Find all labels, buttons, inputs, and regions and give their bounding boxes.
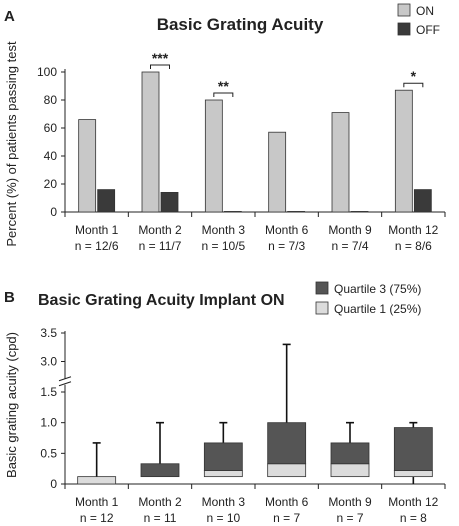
- bar-on-month-2: [141, 71, 160, 213]
- panel-a-y-tick-label: 40: [44, 149, 58, 163]
- bar-off-month-3: [223, 211, 242, 213]
- bar-off-month-9: [350, 211, 369, 213]
- legend-swatch-off: [397, 22, 411, 36]
- panel-a-sample-size-label: n = 7/3: [268, 239, 305, 253]
- panel-a-label: A: [4, 8, 15, 25]
- significance-bracket: [213, 92, 234, 97]
- panel-b-y-tick-label: 1.5: [40, 385, 57, 399]
- panel-b-ylabel: Basic grating acuity (cpd): [4, 332, 19, 478]
- significance-bracket: [150, 64, 170, 69]
- legend-label-quartile-3-75: Quartile 3 (75%): [334, 282, 421, 296]
- panel-b-category-label: Month 3: [202, 495, 246, 509]
- panel-a-category-label: Month 6: [265, 223, 309, 237]
- box-upper-quartile-month-3: [203, 442, 243, 471]
- box-lower-quartile-month-12: [393, 470, 433, 478]
- panel-b-title: Basic Grating Acuity Implant ON: [38, 292, 285, 309]
- panel-a-y-tick-label: 60: [44, 121, 58, 135]
- bar-on-month-1: [78, 119, 97, 213]
- panel-a-y-tick-label: 80: [44, 93, 58, 107]
- panel-b-category-label: Month 6: [265, 495, 309, 509]
- panel-a-y-tick-label: 20: [44, 177, 58, 191]
- bar-off-month-1: [97, 189, 116, 213]
- panel-b-sample-size-label: n = 10: [206, 511, 240, 525]
- box-lower-quartile-month-9: [330, 463, 370, 478]
- panel-a-category-label: Month 9: [328, 223, 372, 237]
- legend-label-on: ON: [416, 4, 434, 18]
- bar-on-month-6: [268, 131, 287, 213]
- legend-swatch-on: [397, 3, 411, 17]
- panel-b-y-tick-label: 3.5: [40, 326, 57, 340]
- panel-a-sample-size-label: n = 10/5: [201, 239, 245, 253]
- panel-a-category-label: Month 12: [388, 223, 438, 237]
- box-lower-quartile-month-6: [267, 463, 307, 478]
- panel-a-sample-size-label: n = 11/7: [139, 239, 182, 253]
- panel-b-category-label: Month 1: [75, 495, 119, 509]
- box-upper-quartile-month-12: [393, 427, 433, 471]
- bar-off-month-6: [287, 211, 306, 213]
- bar-on-month-9: [331, 112, 350, 213]
- panel-a-sample-size-label: n = 12/6: [75, 239, 119, 253]
- panel-b-category-label: Month 12: [388, 495, 438, 509]
- bar-off-month-2: [160, 191, 179, 213]
- axis-break-gap: [59, 378, 71, 385]
- panel-b-sample-size-label: n = 8: [400, 511, 427, 525]
- panel-b-sample-size-label: n = 7: [273, 511, 300, 525]
- panel-b-y-tick-label: 1.0: [40, 416, 57, 430]
- box-upper-quartile-month-9: [330, 442, 370, 465]
- significance-label: ***: [152, 50, 169, 66]
- box-lower-quartile-month-3: [203, 470, 243, 478]
- panel-a-y-tick-label: 100: [37, 65, 57, 79]
- significance-bracket: [403, 82, 424, 88]
- panel-a-title: Basic Grating Acuity: [157, 15, 324, 34]
- box-lower-quartile-month-1: [77, 476, 117, 485]
- panel-b-label: B: [4, 289, 15, 306]
- panel-b-category-label: Month 2: [138, 495, 182, 509]
- panel-b-y-tick-label: 0.5: [40, 446, 57, 460]
- legend-label-off: OFF: [416, 23, 440, 37]
- legend-swatch-quartile-1-25: [315, 301, 329, 315]
- panel-b-plot: 0 0.5 1.0 1.5 3.0 3.5 Month 1 n = 12 Month 2 n = …: [40, 281, 446, 525]
- panel-b-y-tick-label: 0: [50, 477, 57, 491]
- panel-b-y-tick-label: 3.0: [40, 355, 57, 369]
- panel-b-sample-size-label: n = 12: [80, 511, 114, 525]
- panel-a-category-label: Month 1: [75, 223, 119, 237]
- panel-b-sample-size-label: n = 7: [336, 511, 363, 525]
- legend-label-quartile-1-25: Quartile 1 (25%): [334, 302, 421, 316]
- legend-swatch-quartile-3-75: [315, 281, 329, 295]
- axis-break-mark: [58, 376, 72, 382]
- bar-on-month-3: [204, 99, 223, 213]
- panel-a-category-label: Month 3: [202, 223, 246, 237]
- panel-a-y-tick-label: 0: [50, 205, 57, 219]
- box-upper-quartile-month-6: [267, 422, 307, 465]
- panel-a-plot: 0 20 40 60 80 100 Month 1 n = 12/6 Month 2 n = 11…: [37, 3, 446, 253]
- panel-b-sample-size-label: n = 11: [144, 511, 177, 525]
- box-upper-quartile-month-2: [140, 463, 180, 478]
- panel-a-ylabel: Percent (%) of patients passing test: [4, 41, 19, 247]
- bar-off-month-12: [413, 189, 432, 213]
- panel-a-sample-size-label: n = 7/4: [331, 239, 368, 253]
- axis-break-mark: [58, 381, 72, 387]
- bar-on-month-12: [394, 89, 413, 213]
- panel-b-category-label: Month 9: [328, 495, 372, 509]
- panel-a-category-label: Month 2: [138, 223, 182, 237]
- panel-a-sample-size-label: n = 8/6: [395, 239, 432, 253]
- significance-label: *: [411, 68, 417, 84]
- significance-label: **: [218, 78, 229, 94]
